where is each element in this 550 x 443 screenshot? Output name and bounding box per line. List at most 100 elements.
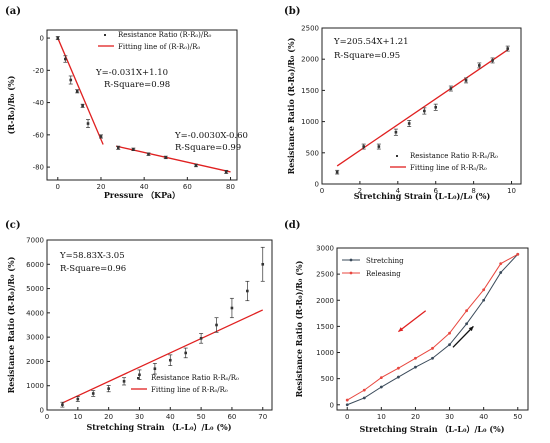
panel-label: (d) bbox=[284, 220, 300, 231]
x-axis-label: Stretching Strain （L-L₀）/L₀ (%) bbox=[87, 422, 232, 432]
plot-frame bbox=[321, 27, 522, 185]
x-tick-label: 0 bbox=[45, 413, 49, 421]
y-tick-label: 2500 bbox=[301, 25, 319, 33]
plot-frame bbox=[336, 247, 529, 411]
data-point bbox=[464, 79, 468, 82]
data-point bbox=[76, 397, 80, 401]
y-tick-label: 6000 bbox=[26, 261, 44, 269]
x-axis-label: Pressure （KPa） bbox=[104, 190, 180, 200]
x-axis-label: Stretching Strain （L-L₀）/L₀ (%) bbox=[360, 424, 505, 434]
y-tick-label: 1500 bbox=[316, 323, 334, 331]
data-point bbox=[81, 104, 84, 108]
y-tick-label: 2000 bbox=[301, 56, 319, 64]
y-tick-label: -80 bbox=[33, 164, 44, 172]
data-point bbox=[107, 387, 110, 390]
panel-c: (c) 0 10 20 30 40 50 60 70 0 1000 2000 3000 4000 5000 6… bbox=[5, 220, 273, 432]
fit-annotation: Y=-0.031X+1.10 bbox=[95, 68, 168, 78]
y-tick-label: 0 bbox=[40, 407, 44, 415]
series-point bbox=[345, 403, 349, 407]
y-axis-label: Resistance Ratio (R-R₀)/R₀ (%) bbox=[294, 260, 304, 397]
y-tick-label: 1000 bbox=[26, 382, 44, 390]
data-point bbox=[261, 262, 265, 266]
data-point bbox=[116, 146, 120, 150]
data-point bbox=[147, 152, 150, 156]
data-point bbox=[153, 367, 157, 371]
data-point bbox=[434, 105, 438, 109]
x-tick-label: 4 bbox=[396, 187, 401, 195]
y-tick-label: -60 bbox=[33, 131, 44, 139]
series-point bbox=[396, 375, 400, 379]
y-tick-label: 2500 bbox=[316, 271, 334, 279]
arrow-head bbox=[468, 326, 474, 332]
fit-line bbox=[62, 309, 264, 404]
data-point bbox=[478, 64, 481, 67]
legend-entry: Resistance Ratio R-R₀/R₀ bbox=[151, 374, 239, 382]
series-point bbox=[396, 366, 400, 370]
x-tick-label: 20 bbox=[411, 413, 420, 421]
fit-line bbox=[57, 37, 104, 145]
series-point bbox=[414, 365, 417, 369]
data-point bbox=[61, 403, 64, 406]
data-point bbox=[99, 135, 103, 138]
data-point bbox=[138, 373, 141, 377]
x-tick-label: 0 bbox=[56, 183, 60, 191]
panel-a: (a) 0 20 40 60 80 0 -20 -40 -60 -80 Pressure （KPa） (… bbox=[5, 6, 248, 200]
data-point bbox=[224, 170, 228, 174]
data-point bbox=[75, 89, 79, 93]
x-tick-label: 10 bbox=[507, 187, 516, 195]
fit-annotation: R-Square=0.99 bbox=[175, 143, 241, 153]
legend-entry: Fitting line of (R-R₀)/R₀ bbox=[118, 43, 200, 51]
y-tick-label: 0 bbox=[40, 35, 44, 43]
y-tick-label: 0 bbox=[330, 401, 334, 409]
data-point bbox=[56, 36, 60, 40]
data-point bbox=[194, 164, 198, 167]
x-tick-label: 40 bbox=[140, 183, 149, 191]
data-point bbox=[86, 122, 90, 125]
data-point bbox=[69, 78, 73, 82]
legend-entry: Releasing bbox=[366, 270, 401, 278]
panel-label: (c) bbox=[5, 220, 21, 231]
data-point bbox=[215, 323, 218, 327]
data-point bbox=[168, 358, 172, 362]
data-point bbox=[335, 170, 339, 174]
legend-entry: Fitting line of R-R₀/R₀ bbox=[151, 386, 228, 394]
x-tick-label: 0 bbox=[345, 413, 349, 421]
x-tick-label: 60 bbox=[227, 413, 236, 421]
fit-annotation: Y=205.54X+1.21 bbox=[333, 37, 409, 47]
x-tick-label: 80 bbox=[226, 183, 235, 191]
series-point bbox=[465, 309, 469, 313]
x-tick-label: 40 bbox=[166, 413, 175, 421]
fit-annotation: Y=-0.0030X-0.60 bbox=[174, 131, 248, 141]
x-tick-label: 20 bbox=[97, 183, 106, 191]
x-tick-label: 50 bbox=[513, 413, 522, 421]
data-point bbox=[506, 47, 510, 50]
data-point bbox=[407, 122, 411, 125]
y-tick-label: 500 bbox=[321, 375, 334, 383]
y-tick-label: 3000 bbox=[316, 245, 334, 253]
y-tick-label: -20 bbox=[33, 67, 44, 75]
fit-annotation: R-Square=0.96 bbox=[60, 264, 126, 274]
data-point bbox=[423, 109, 426, 113]
legend-entry: Stretching bbox=[366, 257, 404, 265]
x-tick-label: 10 bbox=[73, 413, 82, 421]
y-axis-label: Resistance Ratio (R-R₀)/R₀ (%) bbox=[286, 37, 296, 174]
y-tick-label: 1000 bbox=[301, 118, 319, 126]
panel-label: (a) bbox=[5, 6, 21, 17]
direction-arrow bbox=[397, 310, 427, 333]
x-tick-label: 0 bbox=[320, 187, 324, 195]
legend-entry: Fitting line of R-R₀/R₀ bbox=[410, 164, 487, 172]
series-point bbox=[362, 396, 366, 400]
series-point bbox=[499, 262, 503, 266]
legend-marker bbox=[349, 271, 353, 275]
legend-marker bbox=[349, 258, 353, 262]
y-tick-label: 500 bbox=[306, 149, 319, 157]
y-tick-label: 4000 bbox=[26, 309, 44, 317]
data-point bbox=[377, 145, 381, 148]
direction-arrow bbox=[452, 325, 474, 348]
x-axis-label: Stretching Strain (L-L₀)/L₀ (%) bbox=[354, 191, 491, 201]
data-point bbox=[362, 145, 365, 148]
data-point bbox=[64, 57, 67, 61]
panel-b: (b) 0 2 4 6 8 10 0 500 1000 1500 2000 2500 Stretching… bbox=[284, 6, 522, 201]
x-tick-label: 60 bbox=[183, 183, 192, 191]
x-tick-label: 6 bbox=[433, 187, 438, 195]
